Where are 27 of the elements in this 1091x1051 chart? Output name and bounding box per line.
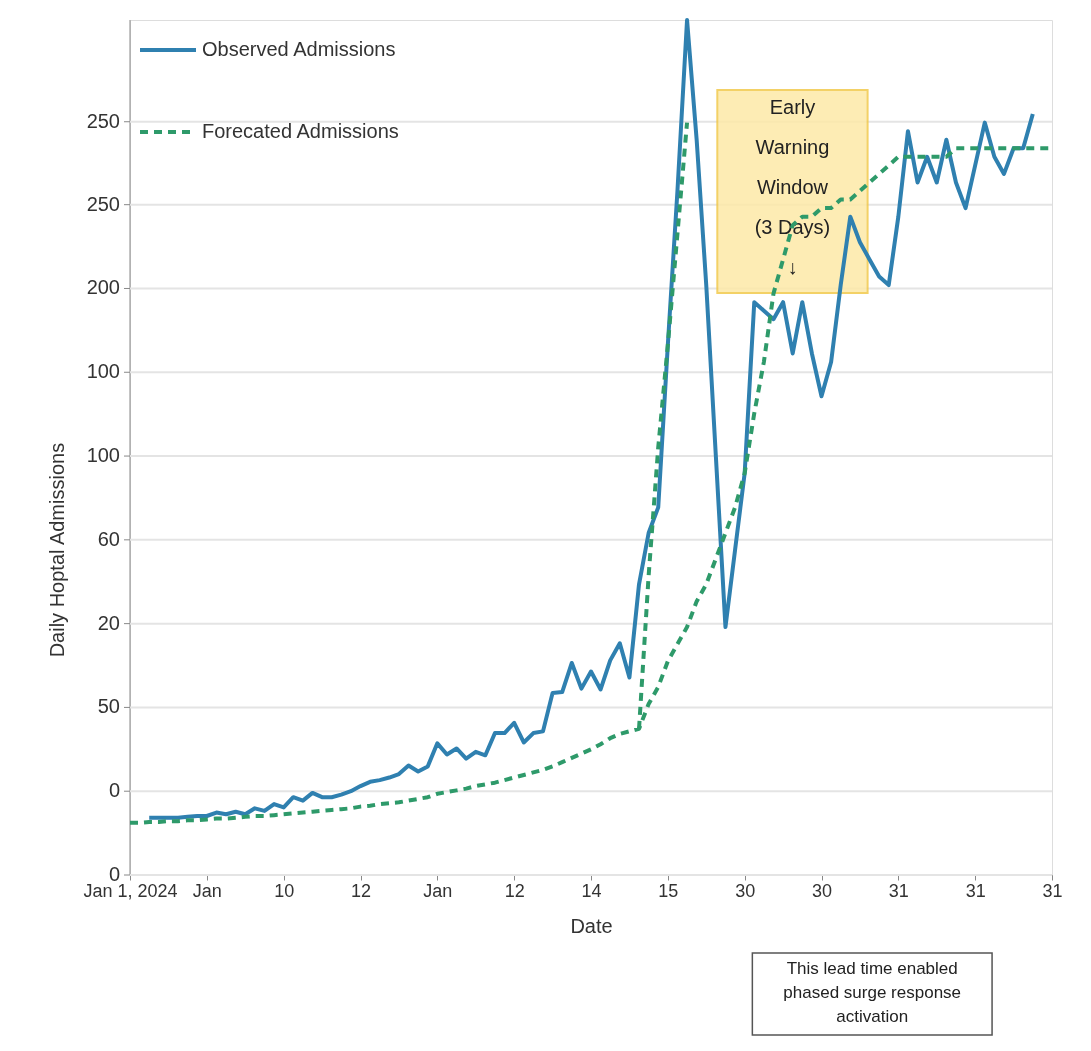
text: 100: [86, 444, 120, 467]
x-tick-label: 14: [581, 880, 602, 901]
text: 50: [97, 695, 120, 718]
x-tick-label: 30: [735, 880, 756, 901]
annotation: Early Warning Window (3 Days) ↓: [754, 96, 831, 279]
x-tick-label: Jan: [192, 880, 222, 901]
x-tick-label: 12: [504, 880, 525, 901]
text: 0: [108, 779, 120, 802]
text: 200: [86, 276, 120, 299]
text: 250: [86, 109, 120, 132]
x-axis-title: Date: [570, 914, 613, 937]
text: 250: [86, 192, 120, 215]
text: 100: [86, 360, 120, 383]
x-tick-label: 30: [811, 880, 833, 901]
legend-label: Forecated Admissions: [202, 120, 399, 142]
text: This lead time enabled phased surge response activation: [783, 959, 962, 1026]
x-tick-label: 31: [965, 880, 986, 901]
x-tick-label: 10: [274, 880, 295, 901]
legend-label: Observed Admissions: [202, 38, 396, 60]
x-tick-label: 31: [1042, 880, 1063, 901]
x-tick-label: 31: [888, 880, 909, 901]
text: 20: [97, 611, 120, 634]
x-tick-label: 12: [350, 880, 372, 901]
x-tick-label: 15: [658, 880, 679, 901]
y-axis-title: Daily Hoptal Admissions: [46, 442, 68, 658]
text: 60: [97, 527, 120, 550]
x-tick-label: Jan: [423, 880, 453, 901]
